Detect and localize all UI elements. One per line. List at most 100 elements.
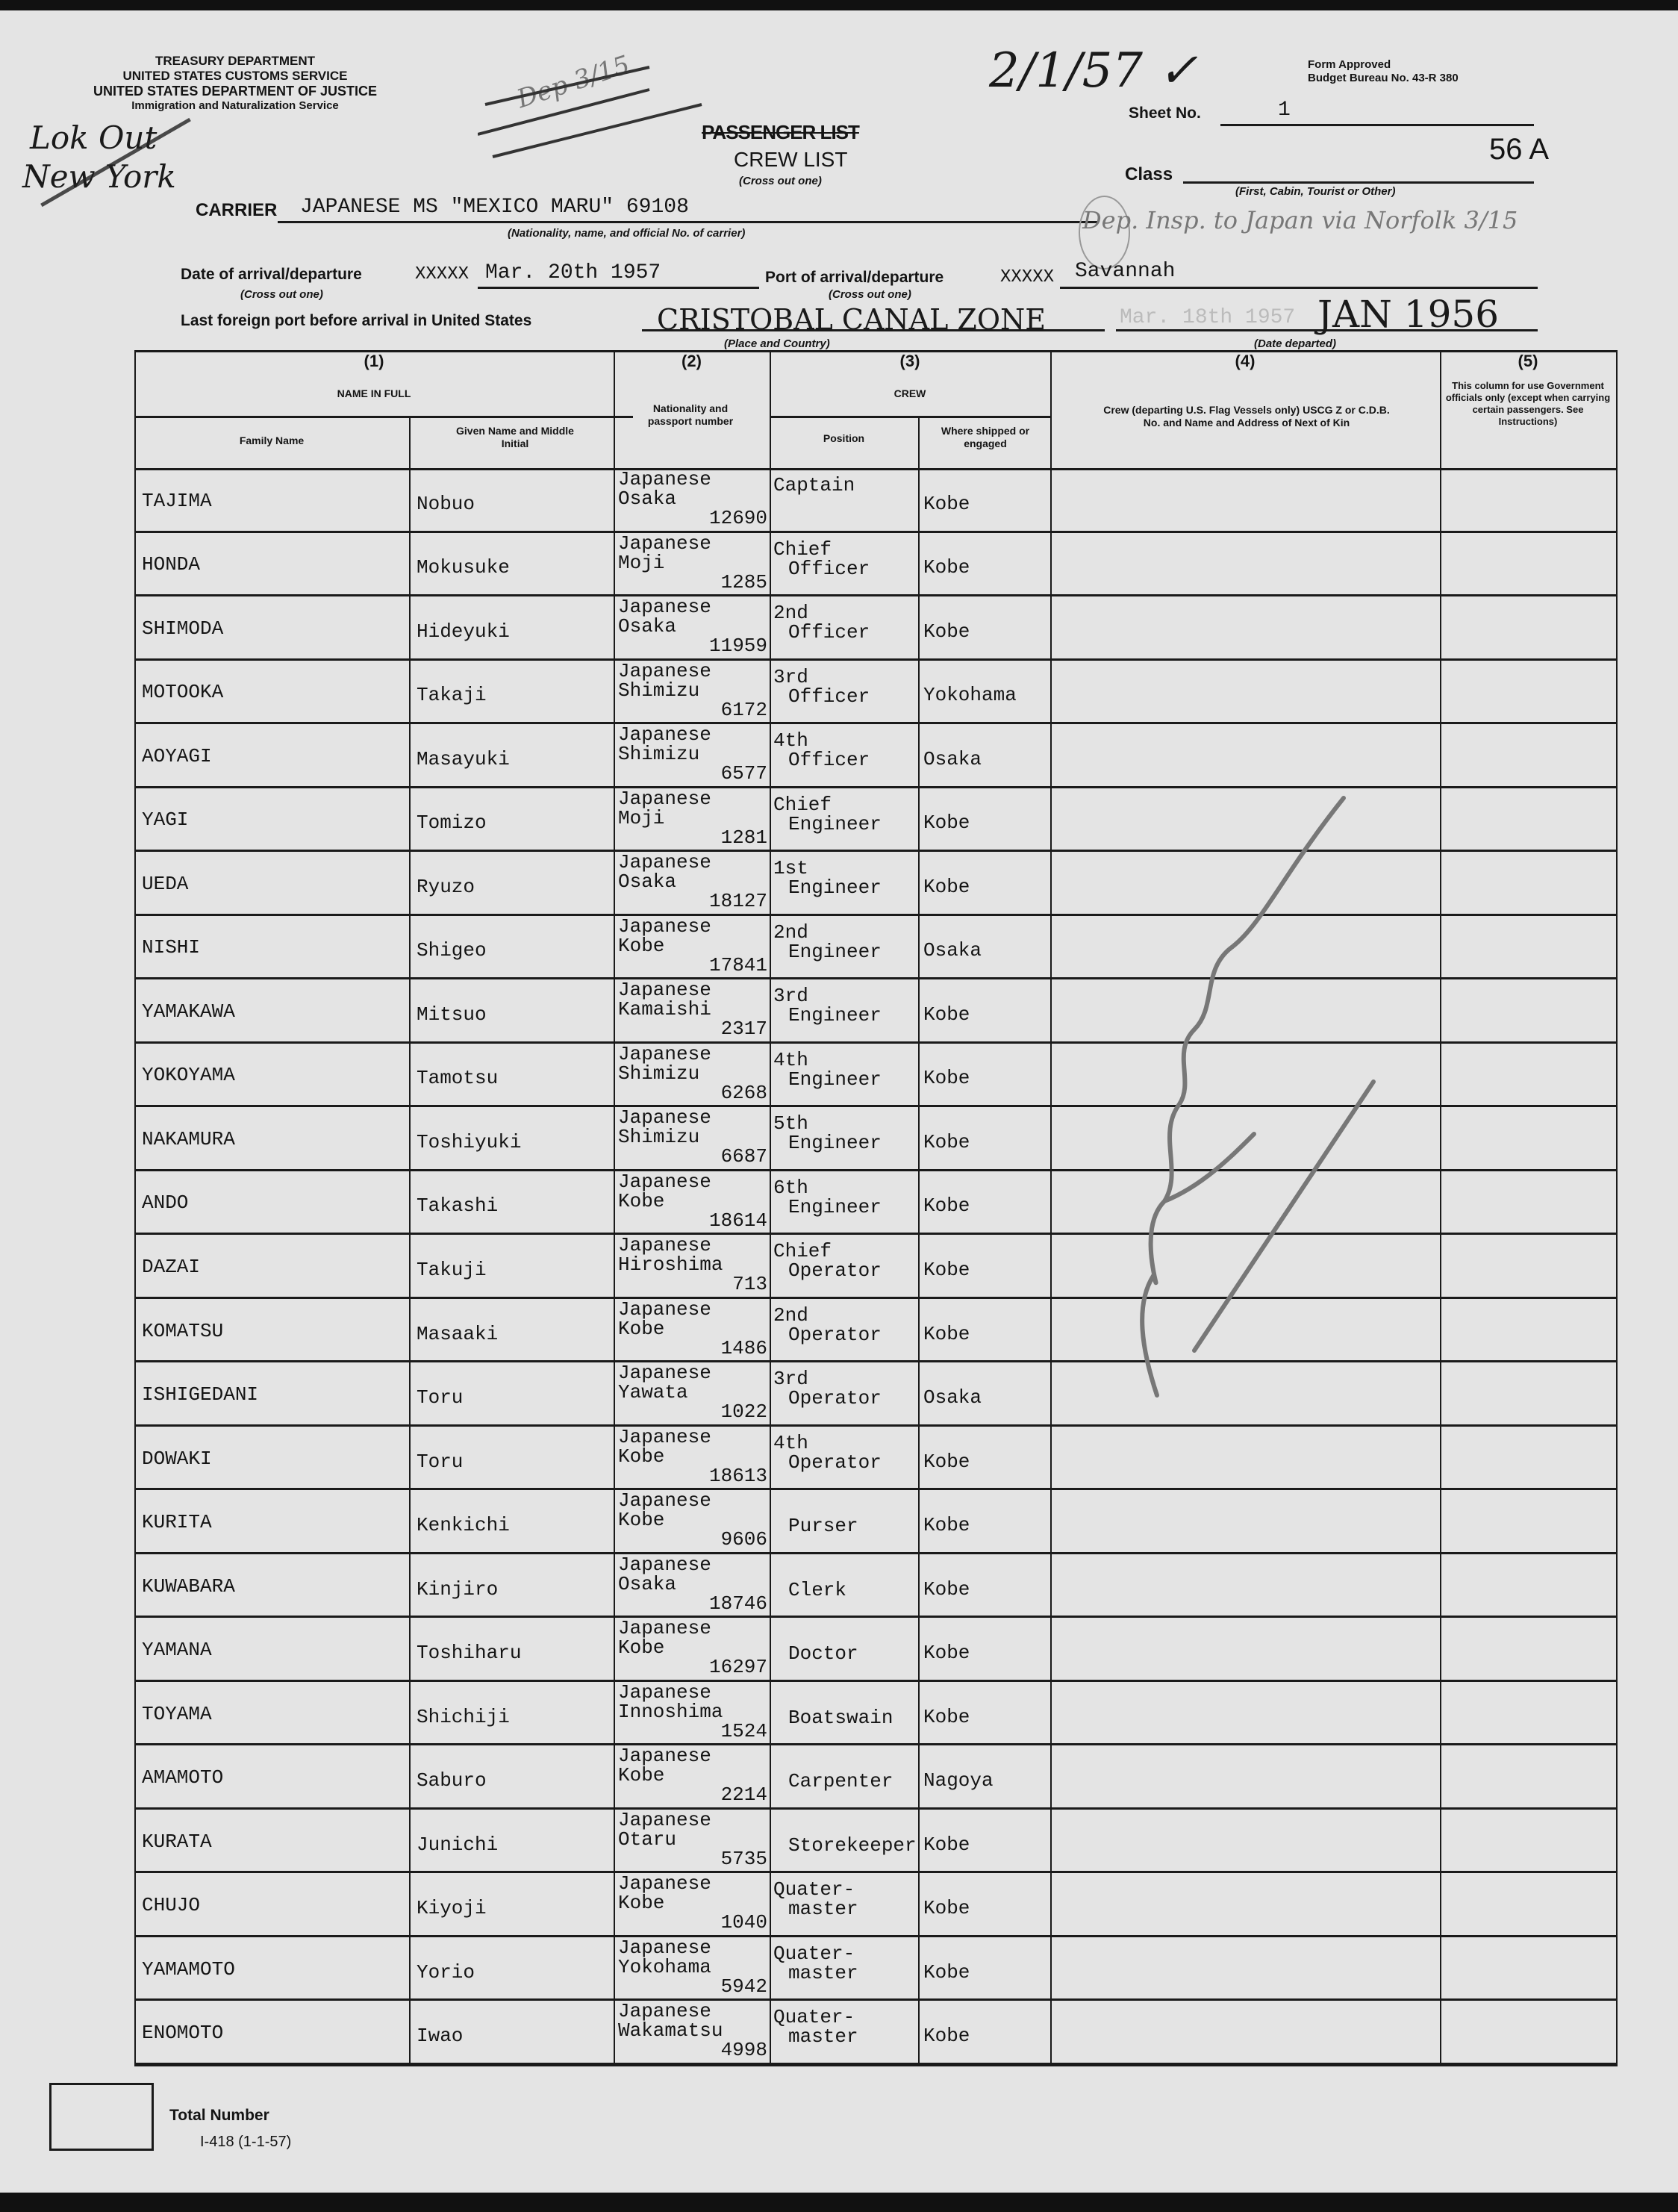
position-line-1: 1st (773, 857, 808, 880)
position-line-2: Officer (788, 557, 870, 580)
nationality-cell: Japanese (618, 532, 711, 555)
family-name-cell: ANDO (142, 1191, 189, 1215)
scan-border-top (0, 0, 1678, 10)
nationality-cell: Japanese (618, 596, 711, 619)
position-line-2: Operator (788, 1259, 882, 1283)
nationality-cell: Japanese (618, 1170, 711, 1193)
row-rule (134, 594, 1618, 597)
position-line-1: 3rd (773, 1368, 808, 1391)
port-arrival-value: Savannah (1075, 260, 1176, 283)
row-rule (134, 1998, 1618, 2001)
position-line-1: 5th (773, 1112, 808, 1135)
given-name-cell: Shigeo (417, 939, 487, 962)
sheet-label: Sheet No. (1129, 105, 1201, 122)
shipped-cell: Kobe (923, 1705, 970, 1728)
title-crew-list: CREW LIST (734, 148, 848, 171)
agency-line: Immigration and Naturalization Service (131, 99, 339, 112)
position-line-2: Engineer (788, 1195, 882, 1218)
passport-cell: 5942 (720, 1975, 767, 1998)
table-rule (1050, 350, 1052, 2066)
position-line-2: master (788, 1961, 858, 1984)
city-cell: Kobe (618, 1509, 665, 1532)
title-passenger-list: PASSENGER LIST (702, 121, 860, 143)
nationality-cell: Japanese (618, 1872, 711, 1895)
agency-line: TREASURY DEPARTMENT (155, 54, 316, 68)
city-cell: Kobe (618, 1892, 665, 1915)
position-line-2: Boatswain (788, 1706, 893, 1729)
shipped-cell: Kobe (923, 1322, 970, 1345)
port-arrival-label: Port of arrival/departure (765, 269, 944, 286)
table-row: KOMATSU Masaaki Japanese Kobe 1486 2nd Operato… (134, 1298, 1618, 1363)
table-row: SHIMODA Hideyuki Japanese Osaka 11959 2nd Offi… (134, 596, 1618, 661)
position-line-2: master (788, 2025, 858, 2049)
row-rule (134, 530, 1618, 533)
family-name-cell: DAZAI (142, 1255, 201, 1278)
carrier-value: JAPANESE MS "MEXICO MARU" 69108 (300, 196, 689, 219)
position-line-1: Chief (773, 1240, 832, 1263)
passport-cell: 11959 (708, 635, 767, 658)
family-name-cell: DOWAKI (142, 1447, 212, 1470)
family-name-cell: MOTOOKA (142, 681, 224, 704)
given-name-cell: Masaaki (417, 1322, 499, 1345)
position-line-1: Quater- (773, 1878, 855, 1901)
table-rule (134, 350, 1618, 352)
nationality-cell: Japanese (618, 1808, 711, 1831)
table-row: NISHI Shigeo Japanese Kobe 17841 2nd Engineer O… (134, 915, 1618, 980)
position-line-1: Quater- (773, 2006, 855, 2029)
table-row: MOTOOKA Takaji Japanese Shimizu 6172 3rd Offic… (134, 659, 1618, 725)
strike-lines (478, 66, 702, 158)
passport-cell: 6577 (720, 762, 767, 785)
shipped-cell: Kobe (923, 1960, 970, 1984)
table-row: KUWABARA Kinjiro Japanese Osaka 18746 Clerk Ko… (134, 1554, 1618, 1619)
nationality-cell: Japanese (618, 1042, 711, 1065)
position-line-1: 6th (773, 1176, 808, 1199)
table-row: HONDA Mokusuke Japanese Moji 1285 Chief Office… (134, 532, 1618, 597)
pencil-circle (1079, 196, 1130, 270)
nationality-cell: Japanese (618, 659, 711, 682)
col5-title: This column for use Government officials… (1445, 380, 1611, 427)
nationality-cell: Japanese (618, 1745, 711, 1768)
given-name-cell: Takaji (417, 684, 487, 707)
signature-scrawl (1140, 796, 1376, 1398)
nationality-cell: Japanese (618, 468, 711, 490)
table-row: DOWAKI Toru Japanese Kobe 18613 4th Operator Ko… (134, 1426, 1618, 1491)
family-name-cell: UEDA (142, 872, 189, 895)
nationality-cell: Japanese (618, 915, 711, 938)
shipped-cell: Kobe (923, 1642, 970, 1665)
nationality-header: Nationality and passport number (647, 402, 734, 427)
given-name-cell: Iwao (417, 2025, 464, 2048)
given-name-cell: Shichiji (417, 1705, 510, 1728)
position-line-1: 2nd (773, 920, 808, 944)
underline (478, 287, 759, 289)
table-row: ISHIGEDANI Toru Japanese Yawata 1022 3rd Opera… (134, 1362, 1618, 1427)
form-number: I-418 (1-1-57) (200, 2134, 292, 2150)
position-line-1: Chief (773, 793, 832, 816)
date-departed-caption: (Date departed) (1254, 337, 1337, 350)
passport-cell: 713 (732, 1273, 767, 1296)
passport-cell: 6687 (720, 1145, 767, 1168)
table-row: TAJIMA Nobuo Japanese Osaka 12690 Captain Kobe (134, 468, 1618, 533)
city-cell: Moji (618, 551, 665, 574)
row-rule (134, 1616, 1618, 1619)
date-arrival-caption: (Cross out one) (240, 288, 323, 301)
shipped-header: Where shipped or engaged (941, 425, 1030, 449)
position-line-1: 3rd (773, 985, 808, 1008)
passport-cell: 2317 (720, 1018, 767, 1041)
handwritten-departure-note: Dep. Insp. to Japan via Norfolk 3/15 (1082, 206, 1518, 234)
table-row: YAMAKAWA Mitsuo Japanese Kamaishi 2317 3rd Eng… (134, 979, 1618, 1044)
table-rule (134, 350, 136, 2066)
family-name-cell: AMAMOTO (142, 1766, 224, 1789)
passport-cell: 1486 (720, 1336, 767, 1359)
city-cell: Osaka (618, 870, 677, 894)
city-cell: Shimizu (618, 1126, 700, 1149)
row-rule (134, 1871, 1618, 1874)
agency-header: TREASURY DEPARTMENT UNITED STATES CUSTOM… (75, 54, 396, 113)
position-line-1: 2nd (773, 602, 808, 625)
col2-number: (2) (682, 352, 702, 370)
family-name-cell: KURATA (142, 1830, 212, 1853)
passport-cell: 16297 (708, 1656, 767, 1679)
passport-cell: 12690 (708, 507, 767, 529)
given-name-cell: Kinjiro (417, 1577, 499, 1601)
total-number-label: Total Number (169, 2107, 269, 2124)
passport-cell: 18614 (708, 1209, 767, 1232)
